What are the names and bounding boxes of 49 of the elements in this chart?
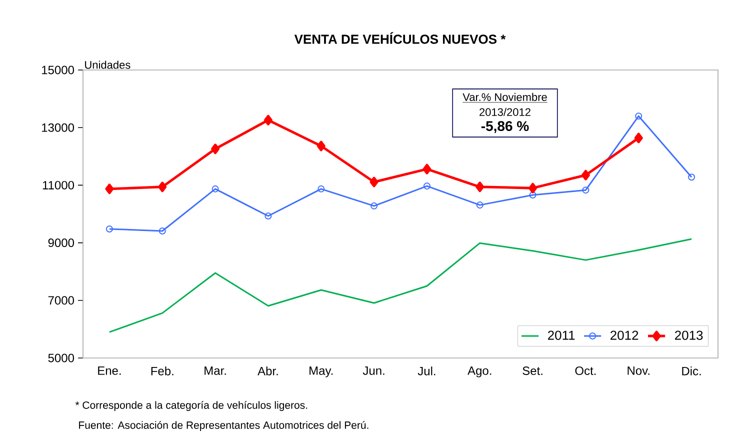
chart-title: VENTA DE VEHÍCULOS NUEVOS *: [294, 32, 506, 44]
x-tick-label: Jun.: [362, 366, 384, 375]
point: [212, 185, 219, 192]
point: [476, 182, 484, 192]
point: [105, 184, 114, 194]
legend-label: 2012: [610, 330, 638, 340]
y-tick-label: 15000: [42, 66, 74, 74]
y-tick-label: 11000: [42, 180, 74, 190]
point: [529, 191, 536, 198]
x-tick-label: Mar.: [204, 366, 226, 375]
point: [582, 186, 590, 194]
y-tick-label: 5000: [48, 354, 74, 362]
point: [635, 112, 642, 120]
x-tick-label: Set.: [522, 366, 542, 376]
annotation: -5,86 %: [481, 121, 529, 134]
point: [264, 114, 272, 126]
source-note: Fuente: Asociación de Representantes Automotrices del Perú.: [79, 421, 368, 431]
point: [423, 182, 430, 190]
x-tick-label: Jul.: [418, 366, 436, 376]
annotation: Var.% Noviembre: [462, 92, 547, 102]
x-tick-label: Ene.: [98, 366, 121, 375]
x-tick-label: May.: [310, 366, 333, 378]
point: [370, 176, 378, 188]
y-tick-label: 9000: [48, 238, 74, 248]
point: [318, 185, 325, 192]
point: [316, 140, 326, 152]
x-tick-label: Nov.: [628, 366, 650, 375]
point: [264, 212, 272, 220]
legend-label: 2013: [675, 330, 703, 340]
point: [581, 170, 590, 180]
x-tick-label: Ago.: [468, 366, 492, 378]
point: [211, 144, 220, 154]
point: [634, 132, 643, 144]
x-tick-label: Oct.: [575, 366, 596, 376]
y-tick-label: 13000: [42, 123, 74, 132]
point: [158, 182, 167, 192]
legend-label: 2011: [548, 330, 575, 340]
point: [422, 164, 432, 174]
x-tick-label: Dic.: [682, 366, 701, 376]
y-tick-label: 7000: [48, 296, 74, 305]
point: [476, 202, 484, 209]
point: [158, 227, 166, 234]
point: [370, 202, 378, 210]
y-axis-title: Unidades: [85, 60, 130, 69]
text: * Corresponde a la categoría de vehículos ligeros.: [75, 401, 308, 411]
x-tick-label: Feb.: [151, 366, 174, 376]
annotation: 2013/2012: [480, 108, 530, 116]
point: [528, 182, 538, 194]
x-tick-label: Abr.: [258, 366, 278, 376]
